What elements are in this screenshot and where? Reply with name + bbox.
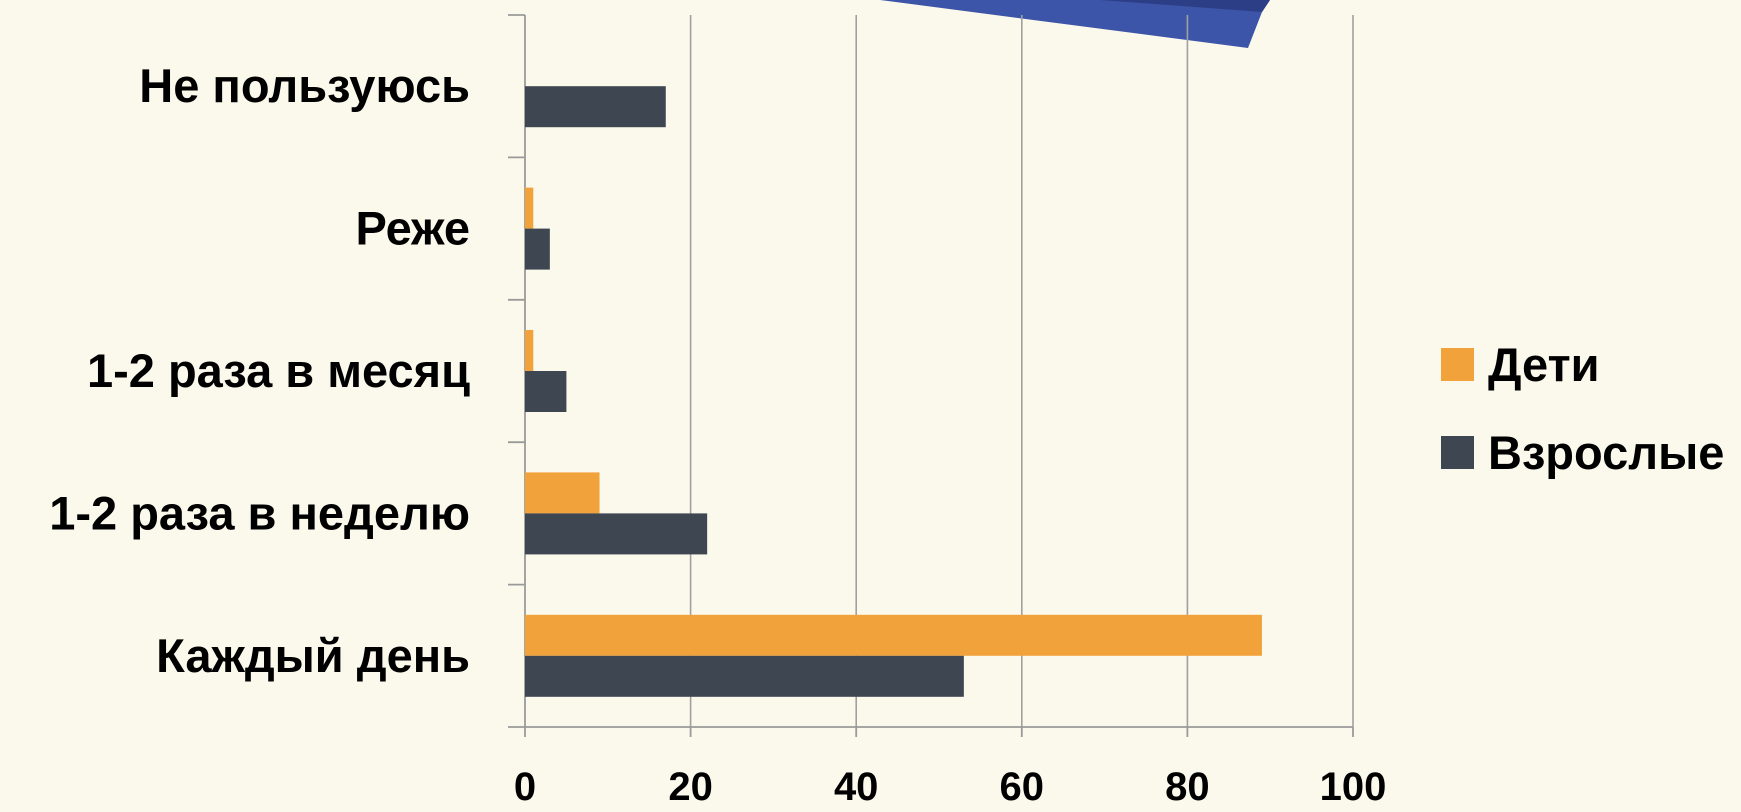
decorative-banner-shape xyxy=(880,0,1270,48)
legend-label-series-0: Дети xyxy=(1488,338,1600,391)
axes xyxy=(508,14,1354,737)
decorative-banner-shape-dark xyxy=(1100,0,1270,12)
bar-adults-0 xyxy=(525,86,666,128)
category-label-4: Каждый день xyxy=(156,629,470,682)
bar-children-2 xyxy=(525,330,534,371)
x-tick-label-40: 40 xyxy=(834,765,879,807)
legend-swatch-series-0 xyxy=(1441,348,1474,381)
bar-adults-1 xyxy=(525,228,550,270)
x-tick-label-20: 20 xyxy=(668,765,713,807)
bar-adults-4 xyxy=(525,655,964,697)
x-tick-label-60: 60 xyxy=(1000,765,1045,807)
legend: Дети Взрослые xyxy=(1441,338,1724,479)
bar-adults-3 xyxy=(525,513,708,555)
x-tick-label-80: 80 xyxy=(1165,765,1210,807)
bars xyxy=(525,86,1262,697)
legend-swatch-series-1 xyxy=(1441,436,1474,469)
legend-label-series-1: Взрослые xyxy=(1488,426,1724,479)
category-labels: Не пользуюсь Реже 1-2 раза в месяц 1-2 раза… xyxy=(49,59,470,682)
category-label-0: Не пользуюсь xyxy=(139,59,470,112)
x-tick-labels: 0 20 40 60 80 100 xyxy=(514,765,1387,809)
gridlines xyxy=(689,15,1354,727)
category-label-3: 1-2 раза в неделю xyxy=(49,486,470,539)
bar-children-1 xyxy=(525,187,534,229)
category-label-2: 1-2 раза в месяц xyxy=(87,344,470,397)
category-label-1: Реже xyxy=(355,202,470,255)
bar-children-3 xyxy=(525,472,600,514)
x-tick-label-100: 100 xyxy=(1320,765,1387,807)
x-tick-label-0: 0 xyxy=(514,765,536,807)
bar-children-4 xyxy=(525,614,1262,656)
bar-adults-2 xyxy=(525,371,567,412)
